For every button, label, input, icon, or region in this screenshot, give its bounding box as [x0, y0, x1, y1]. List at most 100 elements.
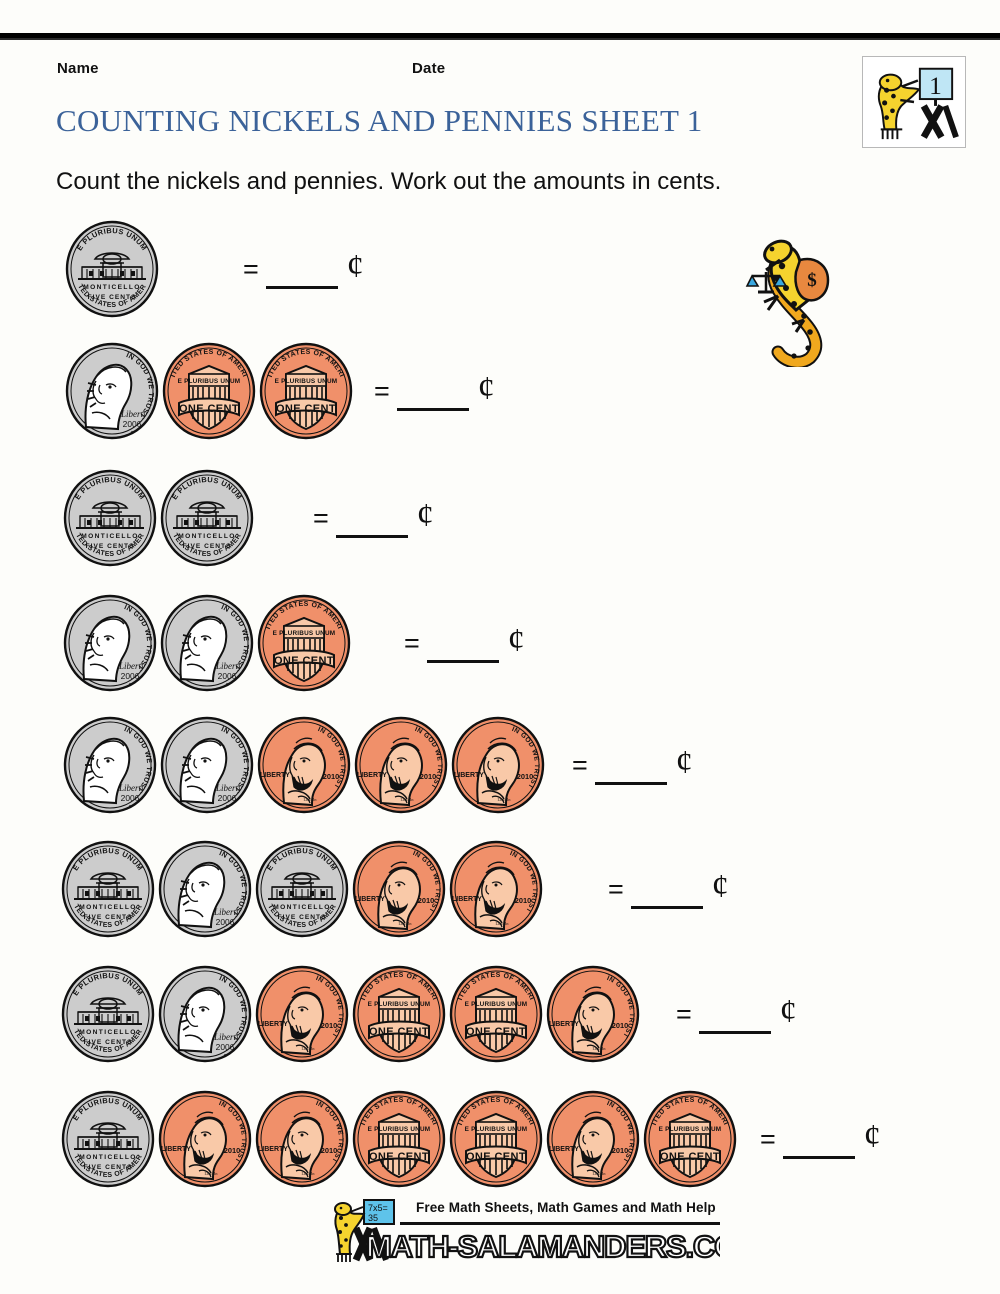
svg-text:s: s	[131, 430, 134, 436]
svg-text:2006: 2006	[123, 419, 142, 429]
svg-text:LIBERTY: LIBERTY	[258, 1021, 288, 1028]
svg-text:2006: 2006	[216, 1042, 235, 1052]
coin-nickel-tails: E PLURIBUS UNUM MONTICELLO FIVE CENTS UN…	[59, 214, 159, 318]
coin-slot: IN GOD WE TRUST LIBERTY 2010 Lincoln	[446, 839, 546, 939]
svg-text:FIVE CENTS: FIVE CENTS	[278, 914, 327, 921]
svg-text:s: s	[224, 1053, 227, 1059]
svg-text:Liberty: Liberty	[215, 783, 242, 793]
svg-text:2006: 2006	[121, 793, 140, 803]
coin-slot: UNITED STATES OF AMERICA E PLURIBUS UNUM…	[346, 1084, 449, 1189]
svg-text:Lincoln: Lincoln	[400, 797, 414, 802]
coin-group: E PLURIBUS UNUM MONTICELLO FIVE CENTS UN…	[55, 1080, 737, 1198]
footer-domain-text: MATH-SALAMANDERS.COM	[366, 1229, 720, 1264]
svg-text:ONE CENT: ONE CENT	[369, 1151, 429, 1163]
svg-text:ONE CENT: ONE CENT	[276, 403, 336, 415]
coin-slot: IN GOD WE TRUST LIBERTY 2010 Lincoln	[448, 715, 548, 815]
coin-nickel-tails: E PLURIBUS UNUM MONTICELLO FIVE CENTS UN…	[154, 463, 254, 567]
coin-slot: E PLURIBUS UNUM MONTICELLO FIVE CENTS UN…	[55, 959, 158, 1064]
coin-penny-lincoln: IN GOD WE TRUST LIBERTY 2010 Lincoln	[449, 840, 543, 938]
svg-text:ONE CENT: ONE CENT	[274, 655, 334, 667]
svg-text:Liberty: Liberty	[118, 661, 145, 671]
coin-nickel-heads: IN GOD WE TRUST Liberty 2006 s	[63, 716, 157, 814]
coin-penny-lincoln: IN GOD WE TRUST LIBERTY 2010 Lincoln	[158, 1090, 252, 1188]
coin-nickel-heads: IN GOD WE TRUST Liberty 2006 s	[160, 716, 254, 814]
coin-slot: IN GOD WE TRUST Liberty 2006 s	[157, 715, 257, 815]
svg-text:Liberty: Liberty	[120, 409, 147, 419]
footer-salamander-logo-icon: 7x5= 35	[330, 1198, 398, 1264]
svg-text:E PLURIBUS UNUM: E PLURIBUS UNUM	[178, 378, 241, 385]
svg-text:s: s	[129, 804, 132, 810]
answer-blank[interactable]	[630, 884, 703, 909]
answer-blank[interactable]	[782, 1134, 855, 1159]
svg-text:E PLURIBUS UNUM: E PLURIBUS UNUM	[465, 1126, 528, 1133]
svg-text:MONTICELLO: MONTICELLO	[178, 533, 236, 540]
svg-text:MONTICELLO: MONTICELLO	[81, 533, 139, 540]
svg-text:LIBERTY: LIBERTY	[454, 772, 484, 779]
coin-nickel-tails: E PLURIBUS UNUM MONTICELLO FIVE CENTS UN…	[55, 834, 155, 938]
svg-text:Lincoln: Lincoln	[301, 1046, 315, 1051]
cent-symbol: ¢	[477, 370, 495, 407]
svg-text:Lincoln: Lincoln	[592, 1171, 606, 1176]
svg-text:2010: 2010	[517, 772, 533, 781]
svg-text:2010: 2010	[321, 1021, 337, 1030]
coin-slot: UNITED STATES OF AMERICA E PLURIBUS UNUM…	[443, 1084, 546, 1189]
answer-blank[interactable]	[426, 638, 499, 663]
coin-slot: IN GOD WE TRUST Liberty 2006 s	[155, 964, 255, 1064]
svg-text:2010: 2010	[515, 896, 531, 905]
coin-slot: UNITED STATES OF AMERICA E PLURIBUS UNUM…	[253, 336, 356, 441]
coin-slot: IN GOD WE TRUST Liberty 2006 s	[155, 839, 255, 939]
svg-text:2010: 2010	[420, 772, 436, 781]
svg-text:ONE CENT: ONE CENT	[466, 1026, 526, 1038]
coin-slot: UNITED STATES OF AMERICA E PLURIBUS UNUM…	[251, 588, 354, 693]
equals-sign: =	[243, 253, 259, 284]
coin-slot: E PLURIBUS UNUM MONTICELLO FIVE CENTS UN…	[55, 834, 158, 939]
coin-penny-lincoln: IN GOD WE TRUST LIBERTY 2010 Lincoln	[257, 716, 351, 814]
answer-expression: = ¢	[374, 332, 495, 450]
coin-nickel-heads: IN GOD WE TRUST Liberty 2006 s	[63, 594, 157, 692]
svg-text:Liberty: Liberty	[215, 661, 242, 671]
svg-text:s: s	[226, 682, 229, 688]
answer-expression: = ¢	[572, 706, 693, 824]
instructions-text: Count the nickels and pennies. Work out …	[56, 168, 722, 195]
coin-nickel-tails: E PLURIBUS UNUM MONTICELLO FIVE CENTS UN…	[55, 959, 155, 1063]
svg-text:MONTICELLO: MONTICELLO	[79, 1029, 137, 1036]
cent-symbol: ¢	[779, 993, 797, 1030]
svg-text:FIVE CENTS: FIVE CENTS	[86, 543, 135, 550]
problem-row: E PLURIBUS UNUM MONTICELLO FIVE CENTS UN…	[0, 459, 1000, 577]
math-salamanders-logo: 1	[862, 56, 966, 148]
svg-text:2010: 2010	[323, 772, 339, 781]
equals-sign: =	[313, 502, 329, 533]
svg-text:E PLURIBUS UNUM: E PLURIBUS UNUM	[273, 630, 336, 637]
answer-blank[interactable]	[265, 264, 338, 289]
logo-salamander-icon: 1	[877, 67, 959, 140]
svg-text:ONE CENT: ONE CENT	[466, 1151, 526, 1163]
coin-slot: IN GOD WE TRUST LIBERTY 2010 Lincoln	[155, 1089, 255, 1189]
answer-blank[interactable]	[698, 1009, 771, 1034]
problem-row: IN GOD WE TRUST Liberty 2006 s IN GOD WE…	[0, 706, 1000, 824]
answer-blank[interactable]	[335, 513, 408, 538]
cent-symbol: ¢	[416, 497, 434, 534]
svg-text:2010: 2010	[224, 1146, 240, 1155]
problem-row: E PLURIBUS UNUM MONTICELLO FIVE CENTS UN…	[0, 830, 1000, 948]
svg-text:LIBERTY: LIBERTY	[355, 896, 385, 903]
decorative-salamander-with-scales-icon: $	[744, 232, 864, 367]
svg-text:E PLURIBUS UNUM: E PLURIBUS UNUM	[368, 1001, 431, 1008]
coin-penny-lincoln: IN GOD WE TRUST LIBERTY 2010 Lincoln	[546, 965, 640, 1063]
cent-symbol: ¢	[507, 622, 525, 659]
svg-text:2010: 2010	[418, 896, 434, 905]
svg-text:Lincoln: Lincoln	[303, 797, 317, 802]
svg-text:Liberty: Liberty	[213, 1032, 240, 1042]
coin-group: E PLURIBUS UNUM MONTICELLO FIVE CENTS UN…	[55, 830, 546, 948]
svg-text:MONTICELLO: MONTICELLO	[79, 904, 137, 911]
top-border-rule	[0, 33, 1000, 40]
svg-text:ONE CENT: ONE CENT	[369, 1026, 429, 1038]
answer-blank[interactable]	[594, 760, 667, 785]
coin-slot: UNITED STATES OF AMERICA E PLURIBUS UNUM…	[156, 336, 259, 441]
coin-nickel-heads: IN GOD WE TRUST Liberty 2006 s	[158, 965, 252, 1063]
coin-nickel-tails: E PLURIBUS UNUM MONTICELLO FIVE CENTS UN…	[249, 834, 349, 938]
coin-slot: IN GOD WE TRUST LIBERTY 2010 Lincoln	[252, 964, 352, 1064]
logo-number: 1	[929, 71, 942, 100]
svg-text:FIVE CENTS: FIVE CENTS	[88, 294, 137, 301]
answer-blank[interactable]	[396, 386, 469, 411]
